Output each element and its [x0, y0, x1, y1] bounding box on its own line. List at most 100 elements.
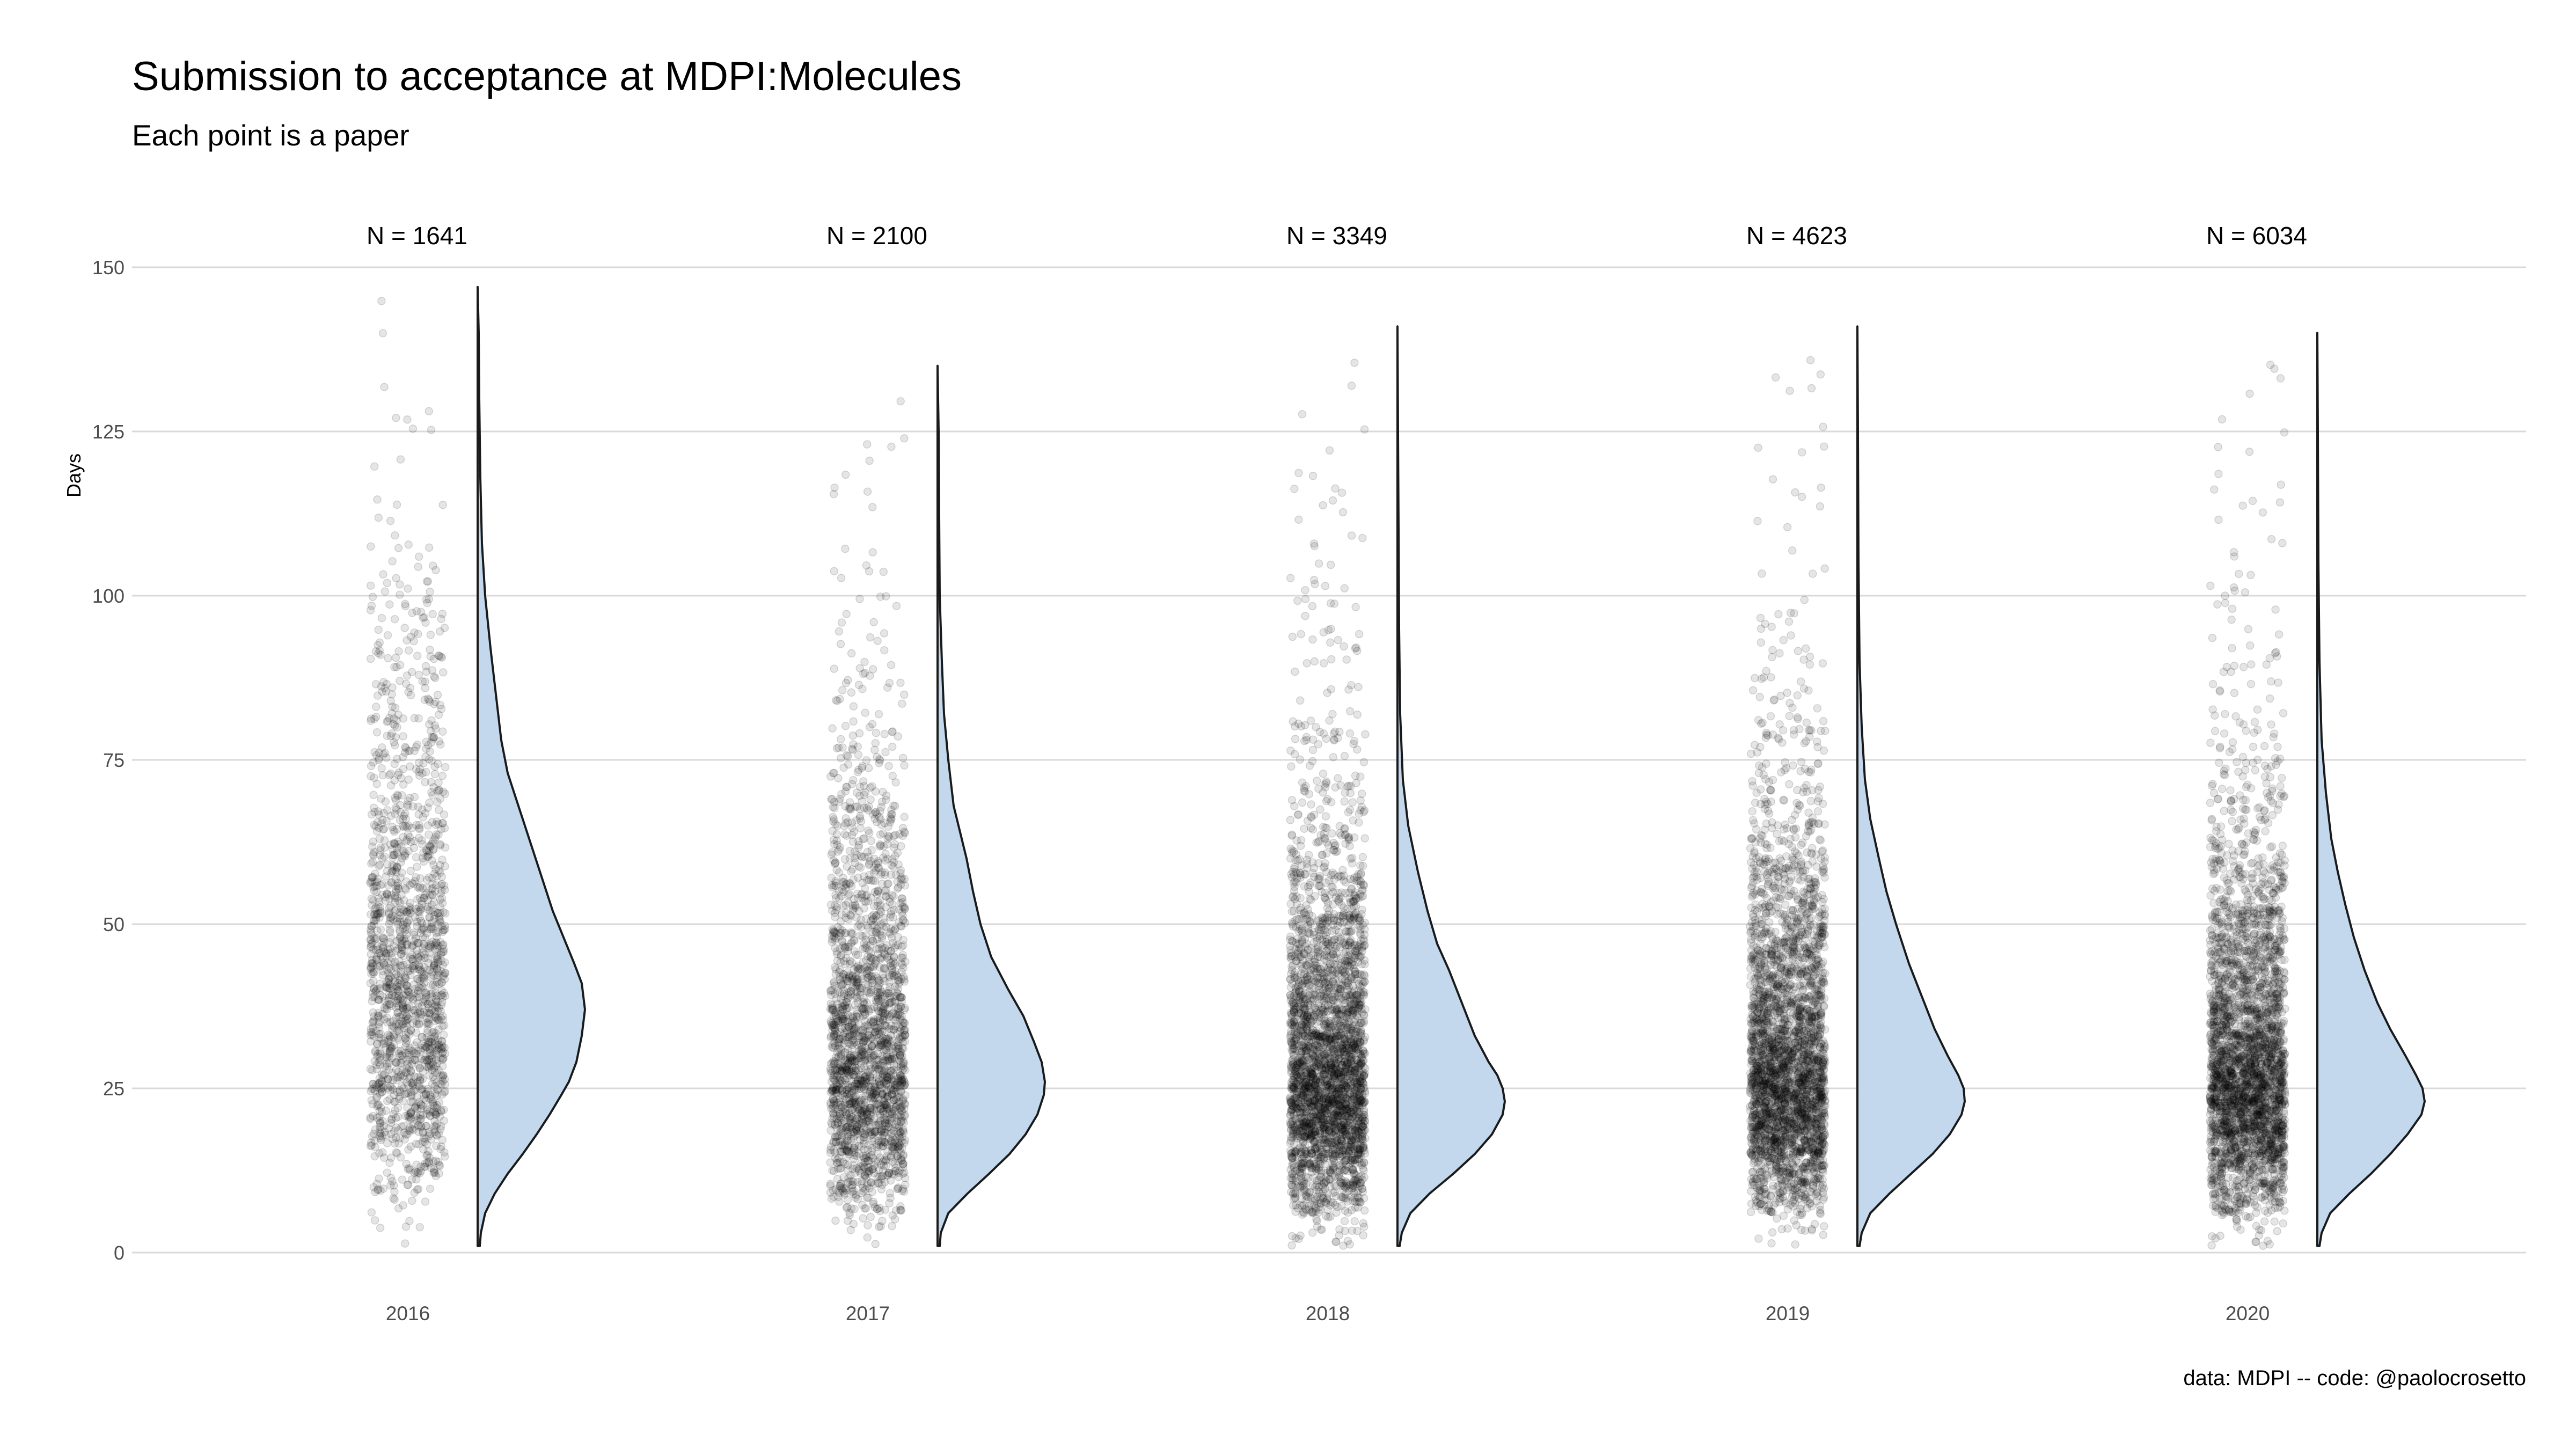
data-point: [881, 1128, 889, 1137]
data-point: [434, 928, 443, 936]
data-point: [404, 1014, 413, 1023]
data-point: [848, 731, 858, 740]
data-point: [378, 953, 387, 962]
data-point: [831, 943, 839, 953]
data-point: [877, 803, 886, 811]
y-tick-label-25: 25: [103, 1078, 125, 1100]
data-point: [398, 996, 407, 1005]
data-point: [859, 1110, 868, 1119]
data-point: [421, 992, 430, 1001]
data-point: [899, 1138, 909, 1147]
data-point: [887, 1089, 896, 1098]
data-point: [880, 646, 889, 655]
data-point: [1297, 630, 1306, 639]
data-point: [836, 1070, 845, 1078]
data-point: [890, 972, 899, 980]
data-point: [402, 1012, 411, 1021]
data-point: [379, 750, 388, 759]
data-point: [829, 769, 838, 778]
data-point: [389, 915, 398, 924]
data-point: [883, 1171, 892, 1180]
data-point: [426, 587, 434, 596]
data-point: [900, 828, 909, 836]
data-point: [425, 595, 433, 604]
y-tick-label-150: 150: [92, 257, 125, 279]
data-point: [404, 584, 412, 593]
data-point: [402, 908, 412, 917]
data-point: [894, 1011, 902, 1020]
data-point: [849, 702, 858, 711]
y-tick-label-50: 50: [103, 913, 125, 935]
data-point: [366, 654, 375, 663]
data-point: [893, 1152, 902, 1161]
data-point: [832, 744, 841, 753]
data-point: [1308, 735, 1318, 744]
density-2017: [936, 364, 1046, 1247]
data-point: [898, 1066, 907, 1074]
data-point: [367, 772, 375, 781]
data-point: [857, 915, 865, 924]
data-point: [405, 833, 414, 841]
data-point: [377, 794, 385, 803]
data-point: [381, 1052, 390, 1062]
data-point: [421, 618, 430, 627]
data-point: [380, 684, 389, 693]
data-point: [430, 770, 440, 779]
data-point: [396, 1088, 405, 1096]
data-point: [1340, 642, 1348, 651]
data-point: [414, 562, 422, 571]
data-point: [852, 987, 861, 997]
data-point: [430, 1036, 440, 1045]
data-point: [379, 570, 387, 579]
data-point: [368, 1018, 377, 1027]
data-point: [436, 916, 445, 925]
data-point: [425, 1037, 434, 1046]
data-point: [438, 668, 448, 677]
data-point: [893, 1184, 902, 1194]
y-tick-label-0: 0: [114, 1242, 125, 1264]
data-point: [373, 942, 382, 950]
data-point: [437, 1122, 445, 1131]
data-point: [433, 797, 442, 807]
data-point: [395, 934, 404, 943]
data-point: [892, 1038, 902, 1046]
data-point: [863, 1233, 872, 1242]
data-point: [435, 914, 444, 924]
data-point: [380, 843, 389, 852]
data-point: [844, 676, 852, 685]
data-point: [397, 774, 406, 782]
data-point: [882, 791, 891, 800]
data-point: [405, 881, 414, 889]
data-point: [368, 997, 376, 1006]
data-point: [432, 830, 441, 839]
data-point: [375, 996, 384, 1004]
data-point: [391, 531, 399, 540]
data-point: [367, 542, 375, 551]
data-point: [842, 1086, 851, 1095]
data-point: [839, 979, 847, 989]
data-point: [393, 920, 402, 928]
data-point: [369, 959, 377, 968]
data-point: [378, 329, 387, 338]
data-point: [837, 910, 846, 919]
data-point: [383, 867, 392, 875]
data-point: [827, 873, 836, 882]
data-point: [385, 964, 394, 972]
data-point: [414, 802, 423, 811]
data-point: [1330, 727, 1340, 736]
data-point: [836, 1009, 845, 1018]
data-point: [412, 853, 421, 862]
data-point: [882, 886, 891, 895]
data-point: [868, 927, 877, 936]
data-point: [413, 740, 422, 749]
data-point: [887, 933, 896, 942]
data-point: [367, 716, 375, 725]
data-point: [433, 1059, 442, 1068]
data-point: [876, 841, 885, 850]
data-point: [1327, 685, 1336, 694]
data-point: [413, 895, 422, 904]
data-point: [434, 778, 443, 787]
data-point: [413, 975, 422, 984]
data-point: [870, 1126, 879, 1135]
data-point: [900, 813, 909, 821]
